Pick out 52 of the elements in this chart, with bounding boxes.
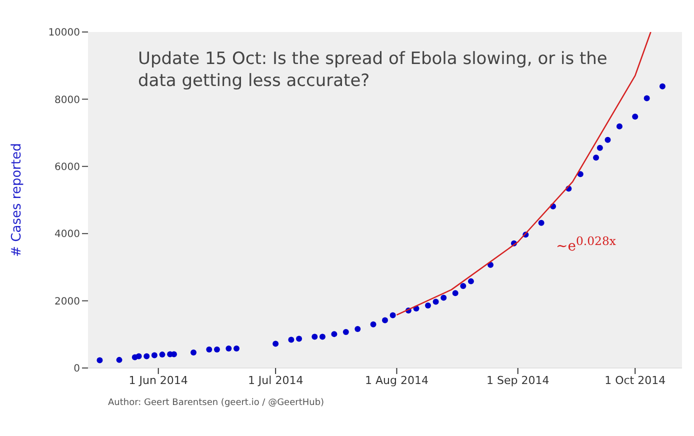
point xyxy=(288,336,294,343)
text: Author: Geert Barentsen (geert.io / @GeertHub) xyxy=(108,398,326,408)
x-tick-label: 1 Oct 2014 xyxy=(604,374,666,387)
point xyxy=(319,334,326,340)
y-tick-label: 4000 xyxy=(54,229,80,240)
point xyxy=(593,154,600,161)
y-tick-label: 0 xyxy=(74,364,80,375)
point xyxy=(144,353,150,360)
x-tick-label: 1 Jul 2014 xyxy=(248,374,304,387)
x-tick-label: 1 Aug 2014 xyxy=(364,374,428,387)
y-tick-label: 2000 xyxy=(54,296,80,308)
point xyxy=(390,312,396,318)
point xyxy=(460,283,466,290)
point xyxy=(342,329,349,336)
point xyxy=(659,83,666,90)
y-tick-label: 8000 xyxy=(54,94,80,106)
x-tick-label: 1 Jun 2014 xyxy=(128,374,188,387)
point xyxy=(296,336,302,342)
point xyxy=(96,357,103,364)
point xyxy=(312,334,318,340)
point xyxy=(440,294,447,301)
x-tick-label: 1 Sep 2014 xyxy=(486,374,550,387)
point xyxy=(452,290,458,296)
point xyxy=(190,350,197,356)
point xyxy=(424,302,431,309)
y-axis-title: # Cases reported xyxy=(10,143,25,257)
point xyxy=(226,346,232,352)
point xyxy=(159,352,166,358)
point xyxy=(370,321,376,328)
point xyxy=(596,144,603,151)
point xyxy=(632,114,638,120)
point xyxy=(214,346,220,353)
point xyxy=(538,220,544,226)
point xyxy=(234,346,240,352)
point xyxy=(272,340,279,347)
point xyxy=(331,331,338,338)
annotation: ∼e$^{0.028x}$ xyxy=(556,234,616,255)
y-tick-label: 6000 xyxy=(54,162,80,173)
point xyxy=(206,346,212,353)
point xyxy=(468,278,474,284)
point xyxy=(151,352,158,358)
point xyxy=(644,95,650,102)
y-tick-label: 10000 xyxy=(48,28,80,39)
point xyxy=(577,171,584,178)
point xyxy=(116,356,122,363)
text: Update 15 Oct: Is the spread of Ebola slowing, or is the data getting less accurate? xyxy=(138,48,608,92)
point xyxy=(382,317,388,324)
point xyxy=(604,136,611,143)
point xyxy=(432,298,439,305)
point xyxy=(136,353,142,360)
point xyxy=(616,123,622,130)
point xyxy=(354,326,361,332)
